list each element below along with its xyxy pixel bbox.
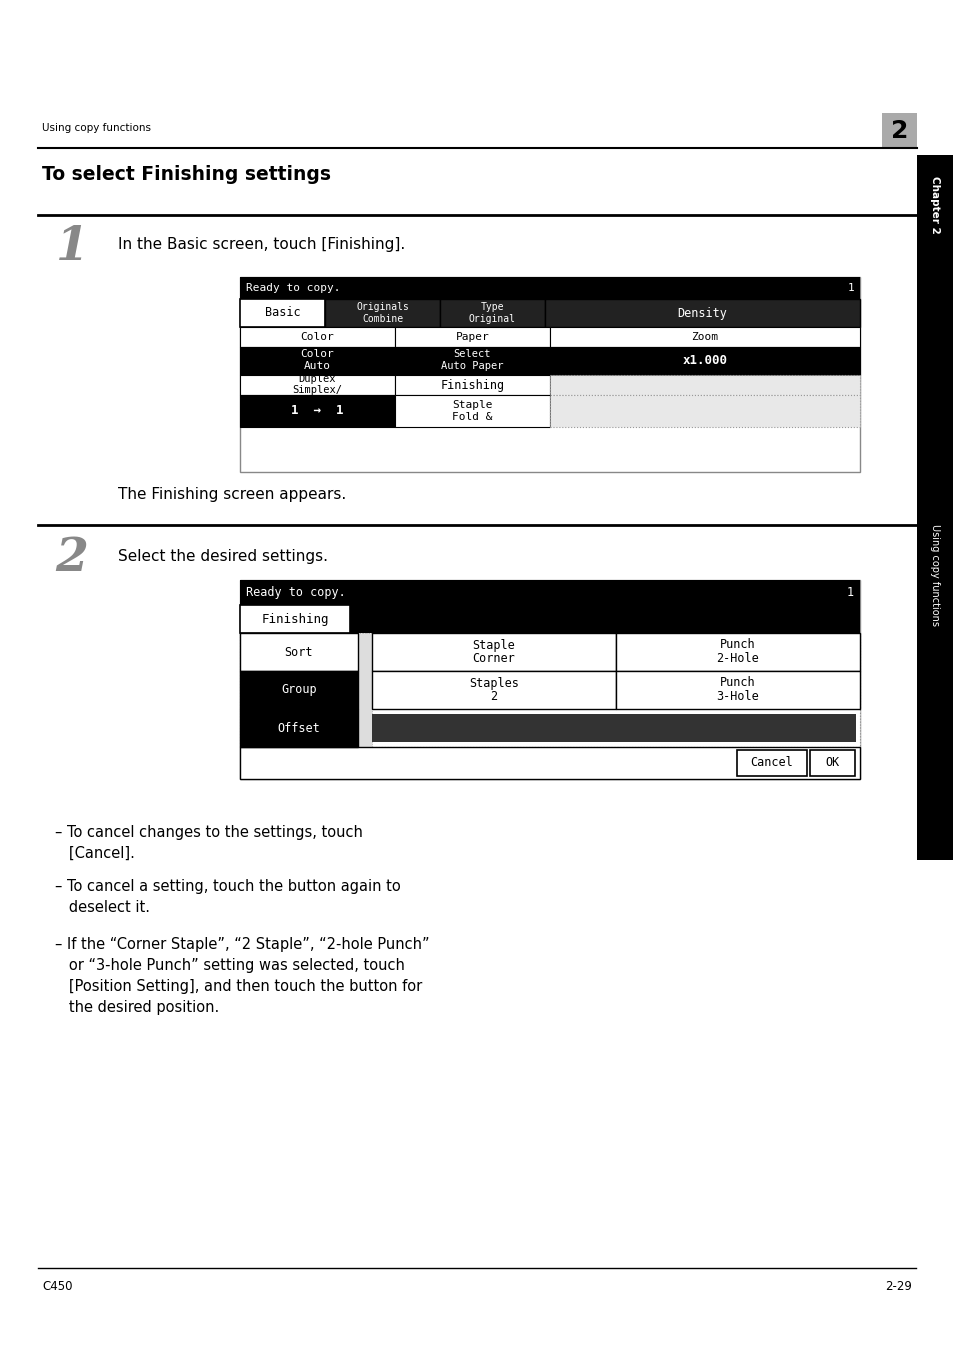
Bar xyxy=(395,376,550,394)
Text: Color: Color xyxy=(300,332,334,342)
Text: 1  →  1: 1 → 1 xyxy=(291,404,343,417)
Text: – To cancel changes to the settings, touch
   [Cancel].: – To cancel changes to the settings, tou… xyxy=(55,825,362,861)
Text: 2-Hole: 2-Hole xyxy=(716,653,759,666)
Bar xyxy=(550,347,859,376)
Bar xyxy=(616,671,859,709)
Bar xyxy=(550,394,859,427)
Bar xyxy=(240,277,859,299)
Bar xyxy=(350,605,859,634)
Text: x1.000: x1.000 xyxy=(681,354,727,367)
Bar xyxy=(809,750,854,775)
Text: The Finishing screen appears.: The Finishing screen appears. xyxy=(118,486,346,501)
Bar xyxy=(240,376,395,394)
Text: Punch: Punch xyxy=(720,677,755,689)
Bar xyxy=(240,347,395,376)
Bar xyxy=(395,394,550,427)
Text: Combine: Combine xyxy=(361,313,402,324)
Bar xyxy=(372,671,616,709)
Text: Staple: Staple xyxy=(452,400,493,409)
Bar xyxy=(240,671,357,709)
Text: Ready to copy.: Ready to copy. xyxy=(246,282,340,293)
Text: 2: 2 xyxy=(890,119,907,142)
Text: Auto Paper: Auto Paper xyxy=(441,361,503,372)
Bar xyxy=(240,634,357,671)
Text: Duplex: Duplex xyxy=(298,374,335,384)
Text: Basic: Basic xyxy=(264,307,300,319)
Bar xyxy=(372,713,855,742)
Text: 2-29: 2-29 xyxy=(884,1279,911,1293)
Text: Select the desired settings.: Select the desired settings. xyxy=(118,549,328,563)
Text: Finishing: Finishing xyxy=(440,378,504,392)
Bar xyxy=(357,634,372,747)
Bar xyxy=(240,327,395,347)
Text: Staple: Staple xyxy=(472,639,515,651)
Text: Cancel: Cancel xyxy=(750,757,793,770)
Bar xyxy=(439,299,544,327)
Bar xyxy=(240,580,859,605)
Text: Paper: Paper xyxy=(456,332,489,342)
Text: 1: 1 xyxy=(846,586,853,598)
Text: Using copy functions: Using copy functions xyxy=(42,123,151,132)
Text: Auto: Auto xyxy=(304,361,331,372)
Bar xyxy=(737,750,806,775)
Text: OK: OK xyxy=(824,757,839,770)
Bar xyxy=(240,277,859,471)
Text: Originals: Originals xyxy=(355,303,409,312)
Text: Chapter 2: Chapter 2 xyxy=(929,176,940,234)
Bar xyxy=(240,634,859,747)
Text: C450: C450 xyxy=(42,1279,72,1293)
Text: Sort: Sort xyxy=(284,646,313,658)
Bar xyxy=(616,634,859,671)
Bar xyxy=(240,580,859,780)
Text: Ready to copy.: Ready to copy. xyxy=(246,586,345,598)
Text: Staples: Staples xyxy=(469,677,518,689)
Text: Corner: Corner xyxy=(472,653,515,666)
Text: To select Finishing settings: To select Finishing settings xyxy=(42,166,331,185)
Text: Type: Type xyxy=(480,303,504,312)
Text: 2: 2 xyxy=(490,690,497,704)
Text: Offset: Offset xyxy=(277,721,320,735)
Bar xyxy=(240,747,859,780)
Text: – If the “Corner Staple”, “2 Staple”, “2-hole Punch”
   or “3-hole Punch” settin: – If the “Corner Staple”, “2 Staple”, “2… xyxy=(55,938,429,1015)
Text: In the Basic screen, touch [Finishing].: In the Basic screen, touch [Finishing]. xyxy=(118,238,405,253)
Text: Zoom: Zoom xyxy=(691,332,718,342)
Text: 1: 1 xyxy=(55,224,89,270)
Text: Density: Density xyxy=(677,307,727,319)
Bar xyxy=(916,155,953,861)
Bar xyxy=(240,299,325,327)
Text: Finishing: Finishing xyxy=(261,612,329,626)
Bar xyxy=(882,113,916,149)
Bar xyxy=(325,299,439,327)
Text: 3-Hole: 3-Hole xyxy=(716,690,759,704)
Text: Original: Original xyxy=(469,313,516,324)
Text: Punch: Punch xyxy=(720,639,755,651)
Bar xyxy=(395,327,550,347)
Bar xyxy=(550,327,859,347)
Text: 2: 2 xyxy=(55,535,89,581)
Bar xyxy=(372,634,616,671)
Text: 1: 1 xyxy=(846,282,853,293)
Bar xyxy=(240,394,395,427)
Text: Simplex/: Simplex/ xyxy=(293,385,342,394)
Text: Color: Color xyxy=(300,349,334,359)
Bar xyxy=(544,299,859,327)
Text: Using copy functions: Using copy functions xyxy=(929,524,940,626)
Text: – To cancel a setting, touch the button again to
   deselect it.: – To cancel a setting, touch the button … xyxy=(55,880,400,915)
Bar xyxy=(240,605,350,634)
Text: Group: Group xyxy=(281,684,316,697)
Bar xyxy=(240,709,357,747)
Text: Fold &: Fold & xyxy=(452,412,493,422)
Text: Select: Select xyxy=(454,349,491,359)
Bar xyxy=(395,347,550,376)
Bar xyxy=(550,376,859,394)
